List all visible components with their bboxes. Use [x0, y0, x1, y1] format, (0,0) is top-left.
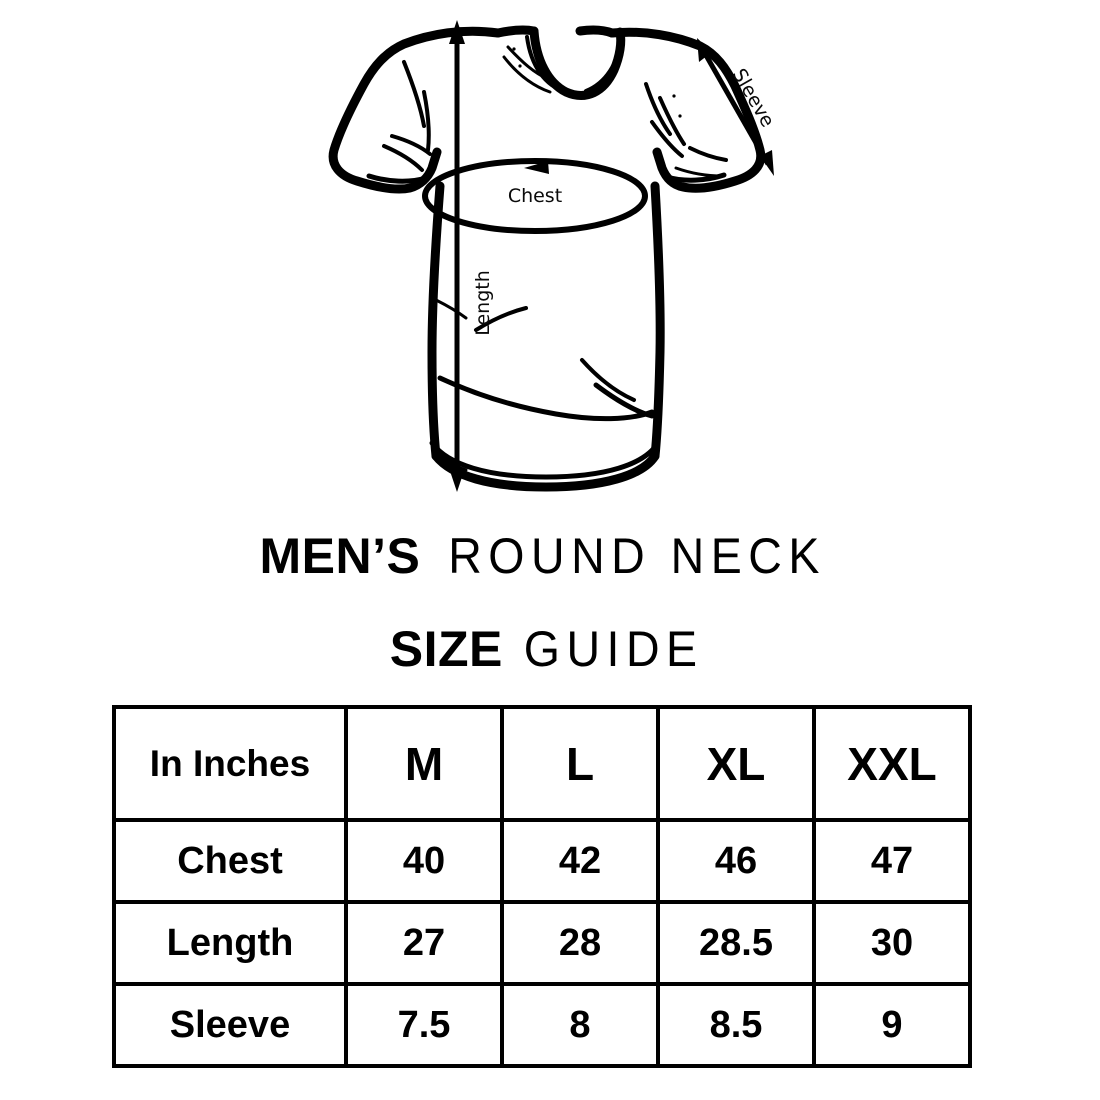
title-guide: GUIDE — [523, 621, 704, 677]
header-size-xl: XL — [656, 705, 816, 822]
row-label-chest: Chest — [112, 818, 348, 904]
tshirt-diagram: Chest Length Sleeve — [0, 0, 1100, 510]
row-label-length: Length — [112, 900, 348, 986]
length-xxl: 30 — [812, 900, 972, 986]
chest-l: 42 — [500, 818, 660, 904]
header-size-xxl: XXL — [812, 705, 972, 822]
length-label: Length — [472, 270, 494, 336]
chest-xl: 46 — [656, 818, 816, 904]
chest-measure-ellipse — [422, 158, 648, 234]
length-l: 28 — [500, 900, 660, 986]
page-title-line-1: MEN’S ROUND NECK — [0, 527, 1100, 585]
chest-m: 40 — [344, 818, 504, 904]
table-row-sleeve: Sleeve 7.5 8 8.5 9 — [112, 982, 972, 1068]
sleeve-measure-arrow — [697, 38, 774, 176]
sleeve-m: 7.5 — [344, 982, 504, 1068]
chest-xxl: 47 — [812, 818, 972, 904]
title-size: SIZE — [389, 621, 503, 677]
length-m: 27 — [344, 900, 504, 986]
title-round-neck: ROUND NECK — [448, 528, 827, 584]
header-size-l: L — [500, 705, 660, 822]
size-guide-table: In Inches M L XL XXL Chest 40 42 46 47 L… — [112, 705, 972, 1068]
table-row-length: Length 27 28 28.5 30 — [112, 900, 972, 986]
page-title-line-2: SIZE GUIDE — [0, 620, 1100, 678]
sleeve-xl: 8.5 — [656, 982, 816, 1068]
length-xl: 28.5 — [656, 900, 816, 986]
table-header-row: In Inches M L XL XXL — [112, 705, 972, 822]
header-unit-label: In Inches — [112, 705, 348, 822]
sleeve-xxl: 9 — [812, 982, 972, 1068]
chest-label: Chest — [508, 185, 562, 207]
table-row-chest: Chest 40 42 46 47 — [112, 818, 972, 904]
length-measure-arrow — [449, 20, 465, 492]
sleeve-l: 8 — [500, 982, 660, 1068]
header-size-m: M — [344, 705, 504, 822]
title-mens: MEN’S — [259, 528, 421, 584]
row-label-sleeve: Sleeve — [112, 982, 348, 1068]
